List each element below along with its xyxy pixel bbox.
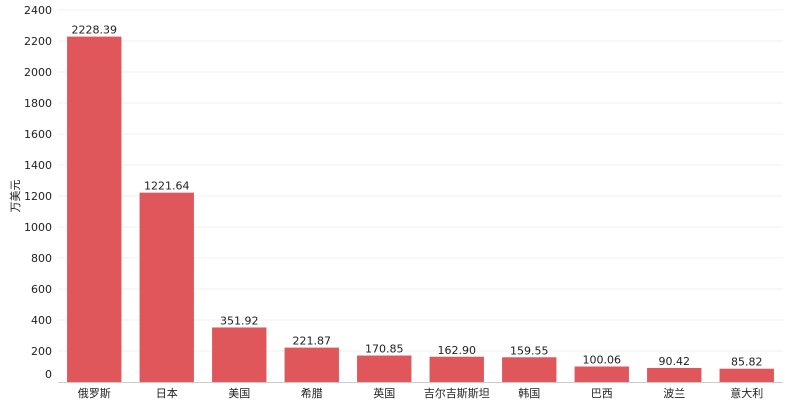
y-tick-label: 1400: [24, 159, 52, 172]
y-tick-label: 600: [31, 283, 52, 296]
y-tick-label: 2000: [24, 66, 52, 79]
y-tick-label: 1000: [24, 221, 52, 234]
x-tick-label: 意大利: [730, 386, 763, 400]
x-tick-label: 波兰: [663, 387, 685, 400]
data-label: 351.92: [220, 314, 259, 327]
y-tick-label: 400: [31, 314, 52, 327]
x-tick-label: 希腊: [301, 386, 323, 400]
y-axis-title: 万美元: [9, 180, 22, 213]
x-tick-label: 吉尔吉斯斯坦: [424, 386, 490, 400]
y-tick-label: 800: [31, 252, 52, 265]
y-axis-ticks: 0 200 400 600 800 1000 1200 1400 1600 1800 2000 220…: [24, 4, 52, 381]
x-tick-label: 英国: [373, 386, 395, 400]
data-label: 1221.64: [144, 180, 190, 193]
x-axis-labels: 俄罗斯 日本 美国 希腊 英国 吉尔吉斯斯坦 韩国 巴西 波兰 意大利: [78, 386, 764, 400]
data-label: 85.82: [731, 356, 763, 369]
y-tick-label: 2400: [24, 4, 52, 17]
y-tick-label: 1800: [24, 97, 52, 110]
data-label: 221.87: [293, 335, 332, 348]
bar: [139, 192, 194, 382]
bar: [719, 368, 774, 382]
y-tick-label: 0: [45, 368, 52, 381]
bar: [502, 357, 557, 382]
y-tick-label: 200: [31, 345, 52, 358]
x-tick-label: 巴西: [591, 387, 613, 400]
y-tick-label: 1200: [24, 190, 52, 203]
data-label: 170.85: [365, 343, 404, 356]
bar: [67, 36, 122, 382]
bar: [212, 327, 267, 382]
bar: [574, 366, 629, 382]
bars: [67, 36, 774, 382]
data-label: 162.90: [438, 344, 477, 357]
bar: [284, 347, 339, 382]
bar: [647, 367, 702, 382]
bar: [429, 356, 484, 382]
x-tick-label: 美国: [228, 387, 250, 400]
data-label: 100.06: [583, 353, 622, 366]
data-label: 2228.39: [72, 24, 118, 37]
data-labels: 2228.39 1221.64 351.92 221.87 170.85 162.90 15…: [72, 24, 763, 369]
data-label: 90.42: [659, 355, 691, 368]
bar: [357, 355, 412, 382]
y-tick-label: 1600: [24, 128, 52, 141]
data-label: 159.55: [510, 344, 549, 357]
y-tick-label: 2200: [24, 35, 52, 48]
x-tick-label: 俄罗斯: [78, 387, 111, 400]
x-tick-label: 韩国: [518, 386, 540, 400]
x-tick-label: 日本: [156, 386, 178, 400]
